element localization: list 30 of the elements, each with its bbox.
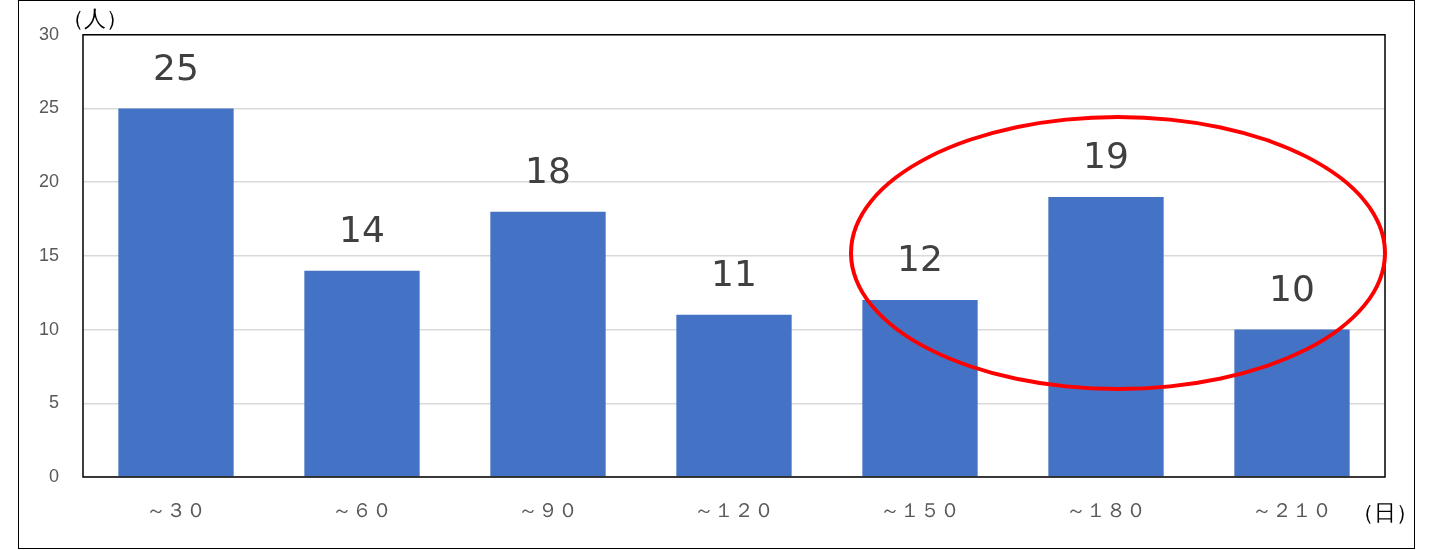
y-axis-title: （人）: [62, 5, 128, 31]
bar: [1234, 329, 1350, 477]
x-tick-label: ～１２０: [694, 498, 774, 521]
data-label: 10: [1269, 267, 1315, 309]
x-axis-title: （日）: [1352, 499, 1418, 525]
x-tick-label: ～３０: [146, 498, 206, 521]
x-tick-label: ～１５０: [880, 498, 960, 521]
x-tick-label: ～９０: [518, 498, 578, 521]
y-tick-label: 5: [48, 392, 59, 413]
bar: [862, 300, 978, 477]
data-label: 19: [1083, 135, 1129, 177]
y-tick-label: 25: [38, 97, 59, 118]
x-tick-label: ～２１０: [1252, 498, 1332, 521]
bar: [118, 108, 234, 477]
bar: [1048, 196, 1164, 477]
y-tick-label: 15: [38, 244, 59, 265]
data-label: 25: [153, 46, 199, 88]
bar: [304, 270, 420, 477]
data-label: 11: [711, 253, 757, 295]
y-tick-label: 0: [48, 465, 59, 486]
x-tick-label: ～１８０: [1066, 498, 1146, 521]
data-label: 18: [525, 150, 571, 192]
bar: [676, 314, 792, 477]
y-tick-label: 30: [38, 23, 59, 44]
y-tick-label: 20: [38, 171, 59, 192]
data-label: 14: [339, 209, 385, 250]
x-tick-label: ～６０: [332, 498, 392, 521]
y-tick-label: 10: [38, 318, 59, 339]
data-label: 12: [897, 238, 943, 280]
bar: [490, 211, 606, 477]
